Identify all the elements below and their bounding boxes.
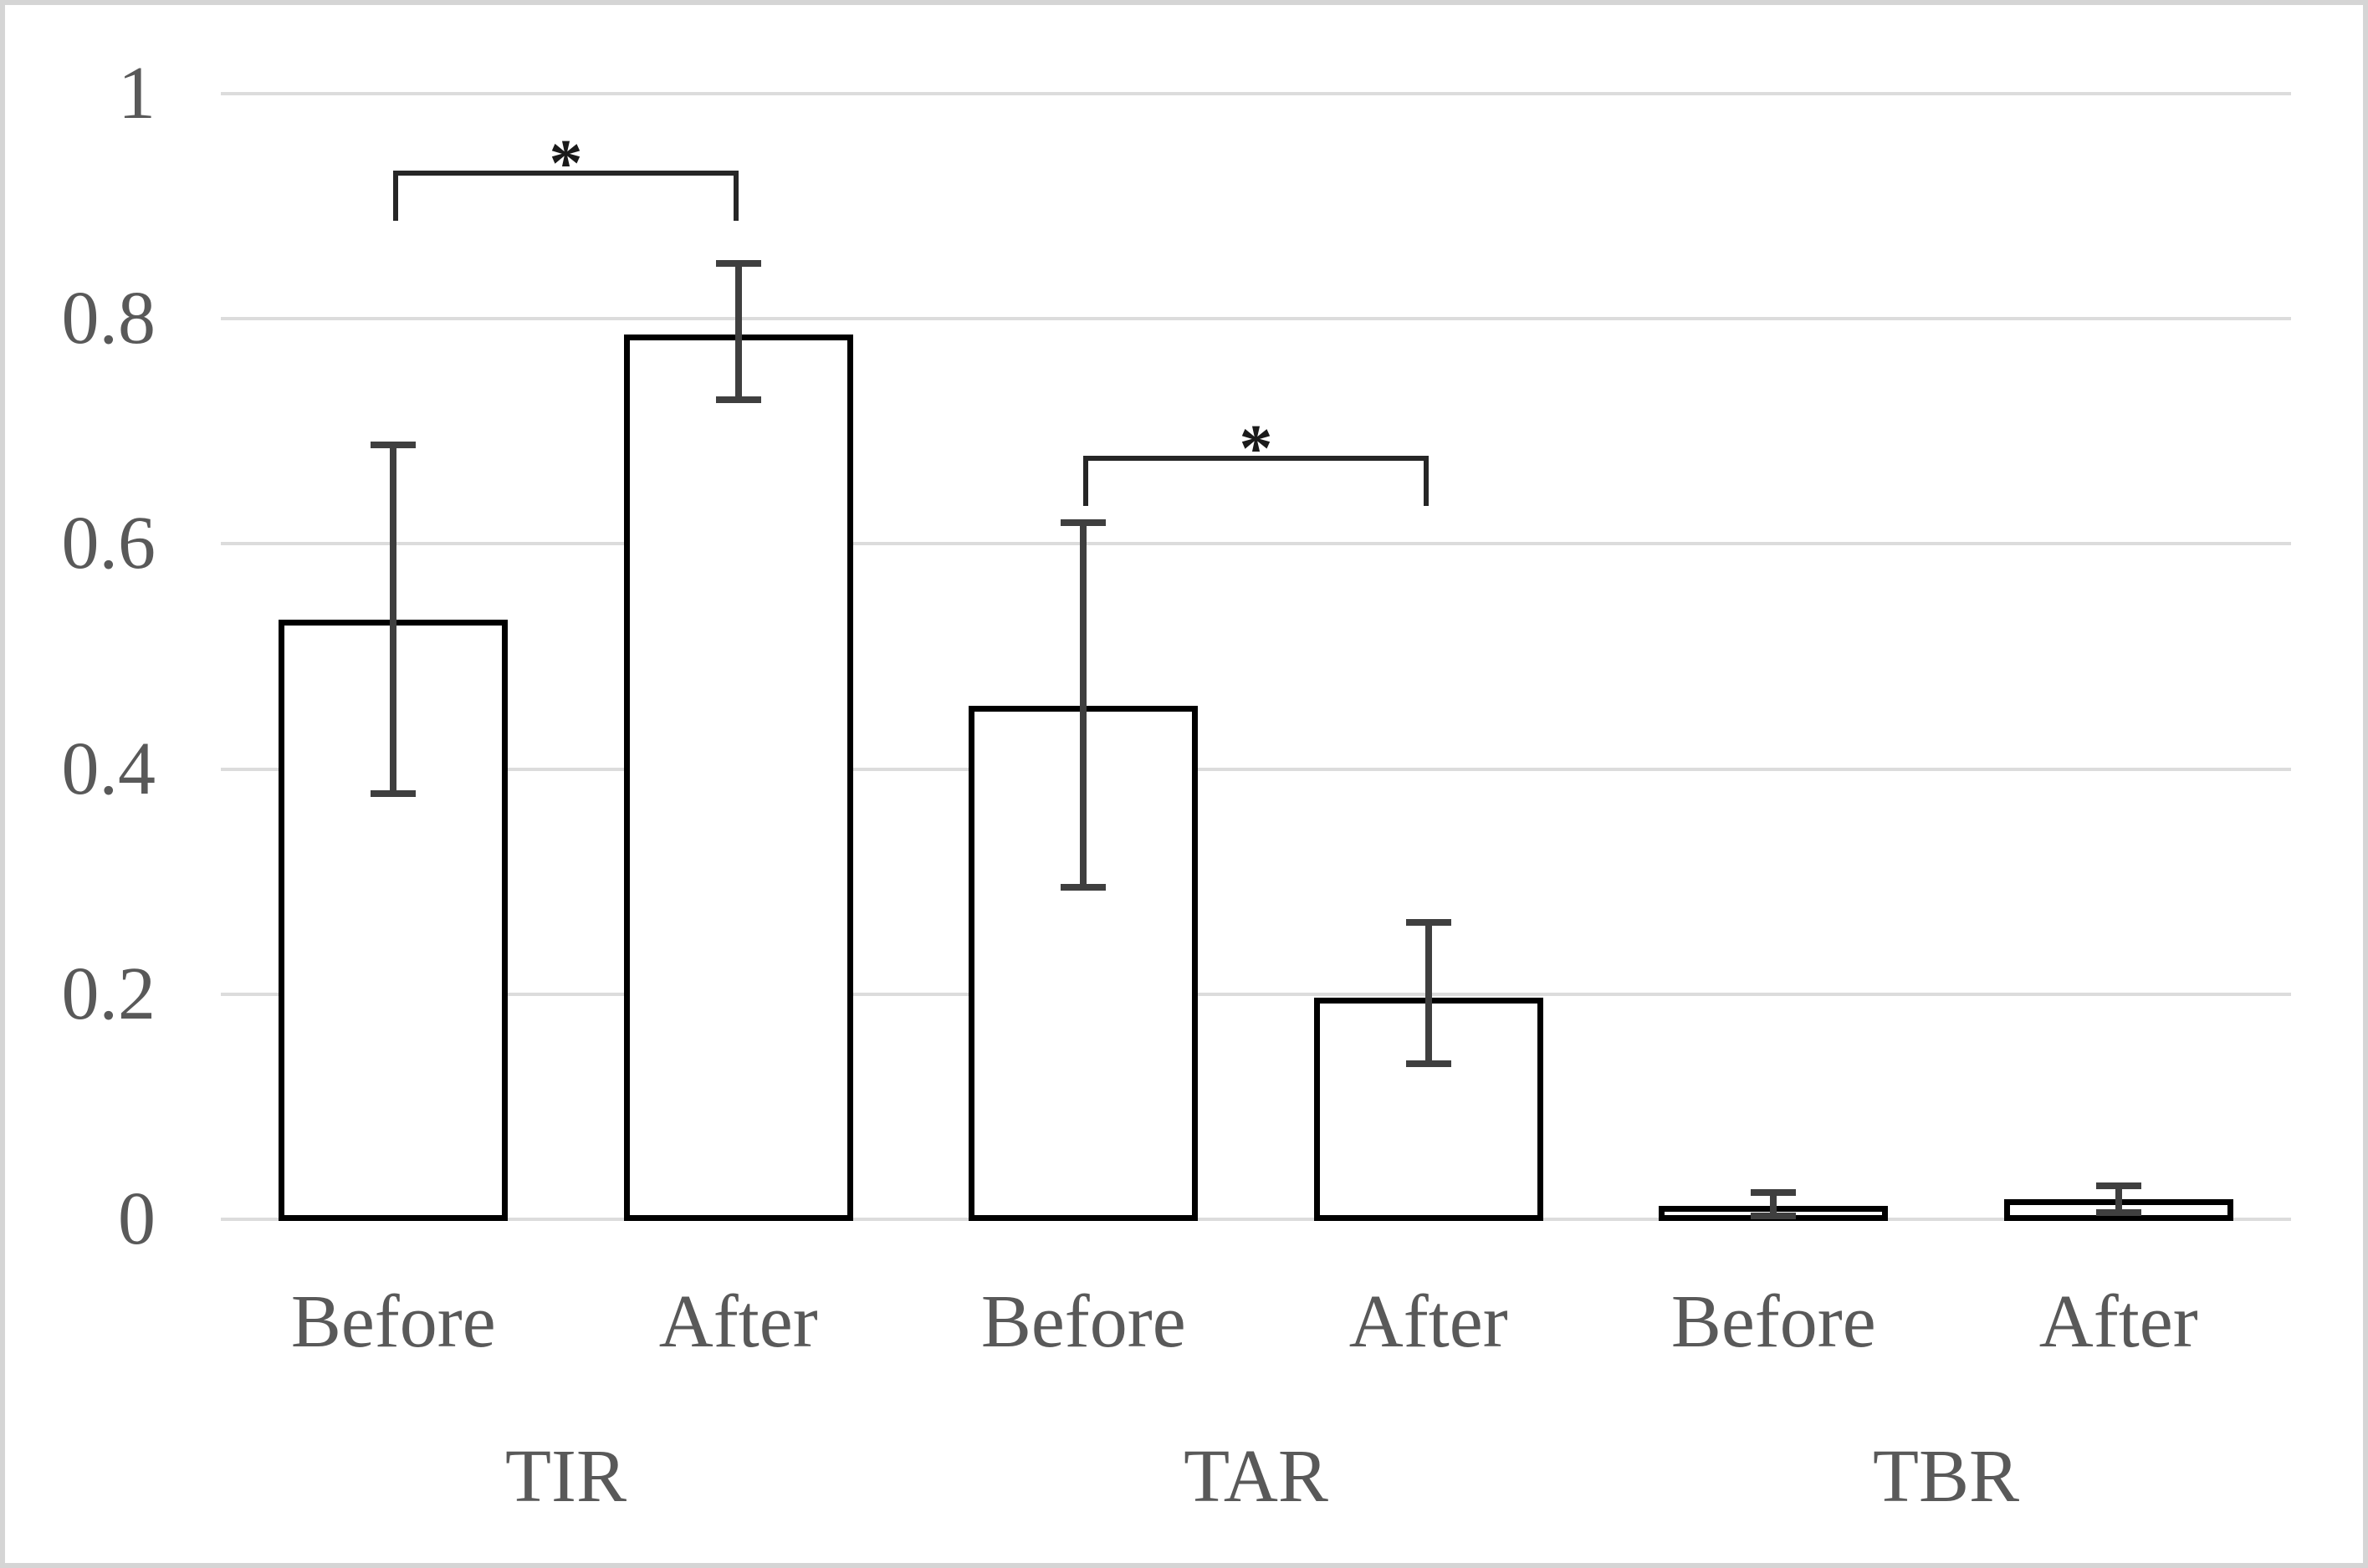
- y-axis-tick-label: 0: [118, 1177, 156, 1260]
- error-bar-cap-bottom: [1405, 1060, 1451, 1068]
- error-bar-cap-top: [1061, 518, 1107, 526]
- error-bar-cap-bottom: [1061, 883, 1107, 891]
- gridline: [221, 767, 2291, 771]
- group-label-tir: TIR: [505, 1435, 627, 1518]
- error-bar-line: [1770, 1192, 1777, 1216]
- error-bar-cap-top: [715, 260, 761, 268]
- x-label-tir-after: After: [658, 1280, 818, 1363]
- group-label-tar: TAR: [1184, 1435, 1328, 1518]
- y-axis-tick-label: 0.4: [61, 727, 156, 810]
- error-bar-line: [734, 263, 742, 401]
- bar-tar-after: [1313, 997, 1543, 1221]
- x-label-tbr-before: Before: [1670, 1280, 1876, 1363]
- error-bar-cap-bottom: [715, 396, 761, 404]
- error-bar-cap-top: [371, 441, 417, 448]
- gridline: [221, 992, 2291, 996]
- significance-bracket: [393, 170, 739, 221]
- error-bar-cap-bottom: [371, 790, 417, 798]
- y-axis-tick-label: 0.2: [61, 952, 156, 1035]
- x-label-tir-before: Before: [290, 1280, 496, 1363]
- error-bar-line: [2115, 1185, 2122, 1213]
- y-axis-tick-label: 0.8: [61, 277, 156, 360]
- significance-bracket: [1083, 456, 1429, 507]
- error-bar-cap-top: [1405, 918, 1451, 926]
- x-label-tar-after: After: [1348, 1280, 1508, 1363]
- bar-tir-after: [623, 335, 853, 1221]
- error-bar-line: [1424, 922, 1432, 1065]
- gridline: [221, 317, 2291, 321]
- significance-asterisk: *: [549, 126, 583, 201]
- y-axis-tick-label: 1: [118, 52, 156, 135]
- plot-area: 0 0.2 0.4 0.6 0.8 1 * * Before After Before After…: [5, 5, 2363, 1563]
- x-label-tbr-after: After: [2038, 1280, 2198, 1363]
- y-axis-tick-label: 0.6: [61, 502, 156, 585]
- gridline: [221, 542, 2291, 546]
- gridline: [221, 92, 2291, 95]
- error-bar-cap-top: [1751, 1188, 1797, 1196]
- significance-asterisk: *: [1239, 412, 1273, 487]
- error-bar-cap-bottom: [1751, 1212, 1797, 1219]
- error-bar-cap-bottom: [2095, 1208, 2141, 1216]
- group-label-tbr: TBR: [1872, 1435, 2020, 1518]
- x-label-tar-before: Before: [980, 1280, 1186, 1363]
- error-bar-line: [390, 444, 397, 794]
- error-bar-line: [1080, 522, 1087, 887]
- error-bar-cap-top: [2095, 1182, 2141, 1189]
- gridline: [221, 1218, 2291, 1221]
